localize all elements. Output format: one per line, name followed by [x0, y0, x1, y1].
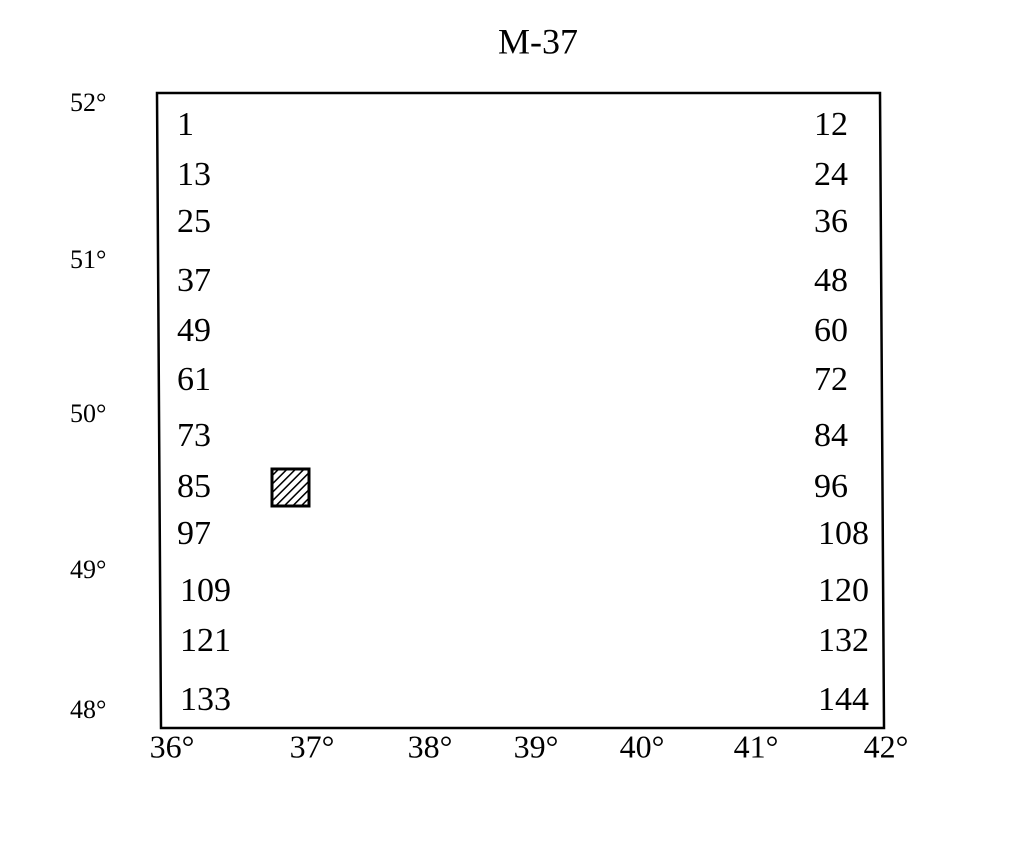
longitude-label: 39°: [514, 728, 559, 764]
sheet-number: 61: [177, 361, 211, 398]
sheet-number: 37: [177, 262, 211, 299]
longitude-label: 40°: [620, 728, 665, 764]
sheet-number: 49: [177, 312, 211, 349]
latitude-label: 51°: [70, 245, 106, 274]
labels: 52°51°50°49°48°36° 37° 38° 39° 40° 41° 42°1132…: [70, 88, 908, 764]
sheet-number: 133: [180, 681, 231, 718]
sheet-number: 48: [814, 262, 848, 299]
longitude-label: 36°: [150, 728, 195, 764]
sheet-frame: [155, 91, 886, 730]
longitude-label: 42°: [864, 728, 909, 764]
sheet-number: 132: [818, 622, 869, 659]
sheet-title: M-37: [498, 21, 578, 61]
latitude-label: 48°: [70, 695, 106, 724]
sheet-number: 121: [180, 622, 231, 659]
sheet-number: 108: [818, 515, 869, 552]
latitude-label: 49°: [70, 555, 106, 584]
sheet-number: 12: [814, 106, 848, 143]
sheet-number: 144: [818, 681, 869, 718]
longitude-label: 37°: [290, 728, 335, 764]
latitude-label: 50°: [70, 399, 106, 428]
sheet-number: 13: [177, 156, 211, 193]
longitude-label: 38°: [408, 728, 453, 764]
highlighted-sheet: [270, 467, 311, 508]
sheet-number: 60: [814, 312, 848, 349]
sheet-number: 109: [180, 572, 231, 609]
longitude-label: 41°: [734, 728, 779, 764]
latitude-label: 52°: [70, 88, 106, 117]
sheet-number: 97: [177, 515, 211, 552]
sheet-number: 24: [814, 156, 848, 193]
sheet-number: 25: [177, 203, 211, 240]
sheet-number: 73: [177, 417, 211, 454]
sheet-number: 36: [814, 203, 848, 240]
sheet-number: 72: [814, 361, 848, 398]
sheet-number: 84: [814, 417, 848, 454]
sheet-number: 1: [177, 106, 194, 143]
sheet-number: 85: [177, 468, 211, 505]
sheet-number: 120: [818, 572, 869, 609]
sheet-number: 96: [814, 468, 848, 505]
